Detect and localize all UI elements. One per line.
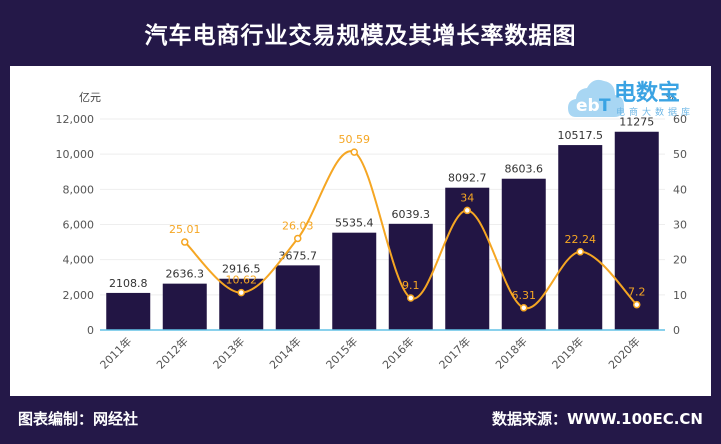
y-left-tick-label: 6,000 [63,219,95,232]
chart-svg: 0 2,000 4,000 6,000 8,000 10,000 12,000 0 10 20 30… [56,91,688,372]
y-right-tick-label: 50 [673,148,687,161]
bar [614,131,659,330]
y-right-unit: % [666,91,676,104]
growth-point [463,206,471,215]
svg-text:T: T [599,96,611,116]
y-left-tick-label: 2,000 [63,289,95,302]
growth-point [633,300,641,309]
growth-value-label: 26.03 [282,219,314,232]
x-tick-label: 2017年 [436,334,473,371]
growth-point [576,248,584,256]
chart-title: 汽车电商行业交易规模及其增长率数据图 [144,23,577,49]
footer-source: 数据来源：WWW.100EC.CN [492,410,703,428]
growth-value-label: 10.62 [226,274,258,287]
y-right-tick-label: 0 [673,324,680,337]
y-right-tick-label: 30 [673,219,687,232]
growth-point [181,238,189,246]
growth-value-label: 22.24 [565,233,597,246]
bar-value-label: 5535.4 [335,217,374,230]
growth-value-label: 7.2 [628,286,646,299]
growth-value-label: 6.31 [512,289,537,302]
bar-value-label: 2916.5 [222,263,261,276]
header-banner: 汽车电商行业交易规模及其增长率数据图 [0,0,721,66]
growth-value-label: 34 [460,191,474,204]
footer-credit: 图表编制：网经社 [18,410,139,428]
x-tick-label: 2019年 [549,334,586,371]
x-tick-label: 2013年 [210,334,247,371]
x-tick-label: 2015年 [323,334,360,371]
bar-value-label: 10517.5 [558,129,604,142]
logo-text: 电数宝 [614,81,681,106]
bar-value-label: 6039.3 [392,208,431,221]
y-right-tick-label: 20 [673,254,687,267]
x-tick-label: 2012年 [153,334,190,371]
growth-value-label: 25.01 [169,223,201,236]
growth-point [294,234,302,243]
bar [162,283,207,330]
x-tick-label: 2020年 [605,334,642,371]
y-left-tick-label: 0 [87,324,94,337]
y-left-tick-label: 8,000 [63,183,95,196]
growth-value-label: 50.59 [339,133,371,146]
bar-value-label: 11275 [619,116,654,129]
growth-value-label: 9.1 [402,279,420,292]
y-left-unit: 亿元 [79,91,101,104]
x-tick-label: 2011年 [97,334,134,371]
bar [558,145,603,330]
y-right-tick-label: 60 [673,113,687,126]
y-left-tick-label: 10,000 [56,148,95,161]
logo-subtitle: 电商大数据库 [616,108,695,118]
y-right-tick-label: 40 [673,183,687,196]
footer: 图表编制：网经社 数据来源：WWW.100EC.CN [0,396,721,444]
bar [332,232,377,330]
x-tick-label: 2016年 [379,334,416,371]
cloud-logo-icon: eb T [568,79,624,117]
bar-value-label: 8603.6 [505,163,544,176]
growth-point [407,294,415,302]
bar [388,223,433,330]
y-right-tick-label: 10 [673,289,687,302]
y-left-tick-label: 4,000 [63,254,95,267]
bar-value-label: 3675.7 [279,249,318,262]
bar-value-label: 8092.7 [448,172,487,185]
x-tick-label: 2018年 [492,334,529,371]
bar-value-label: 2636.3 [166,268,205,281]
growth-point [350,148,358,156]
x-tick-label: 2014年 [266,334,303,371]
y-left-tick-label: 12,000 [56,113,95,126]
bar [106,292,151,330]
bar [275,265,320,330]
growth-point [520,304,528,312]
logo: eb T 电数宝 电商大数据库 [566,71,712,127]
svg-text:eb: eb [576,96,600,116]
chart-panel: 0 2,000 4,000 6,000 8,000 10,000 12,000 0 10 20 30… [10,66,711,396]
growth-point [237,288,245,297]
bar-value-label: 2108.8 [109,277,148,290]
